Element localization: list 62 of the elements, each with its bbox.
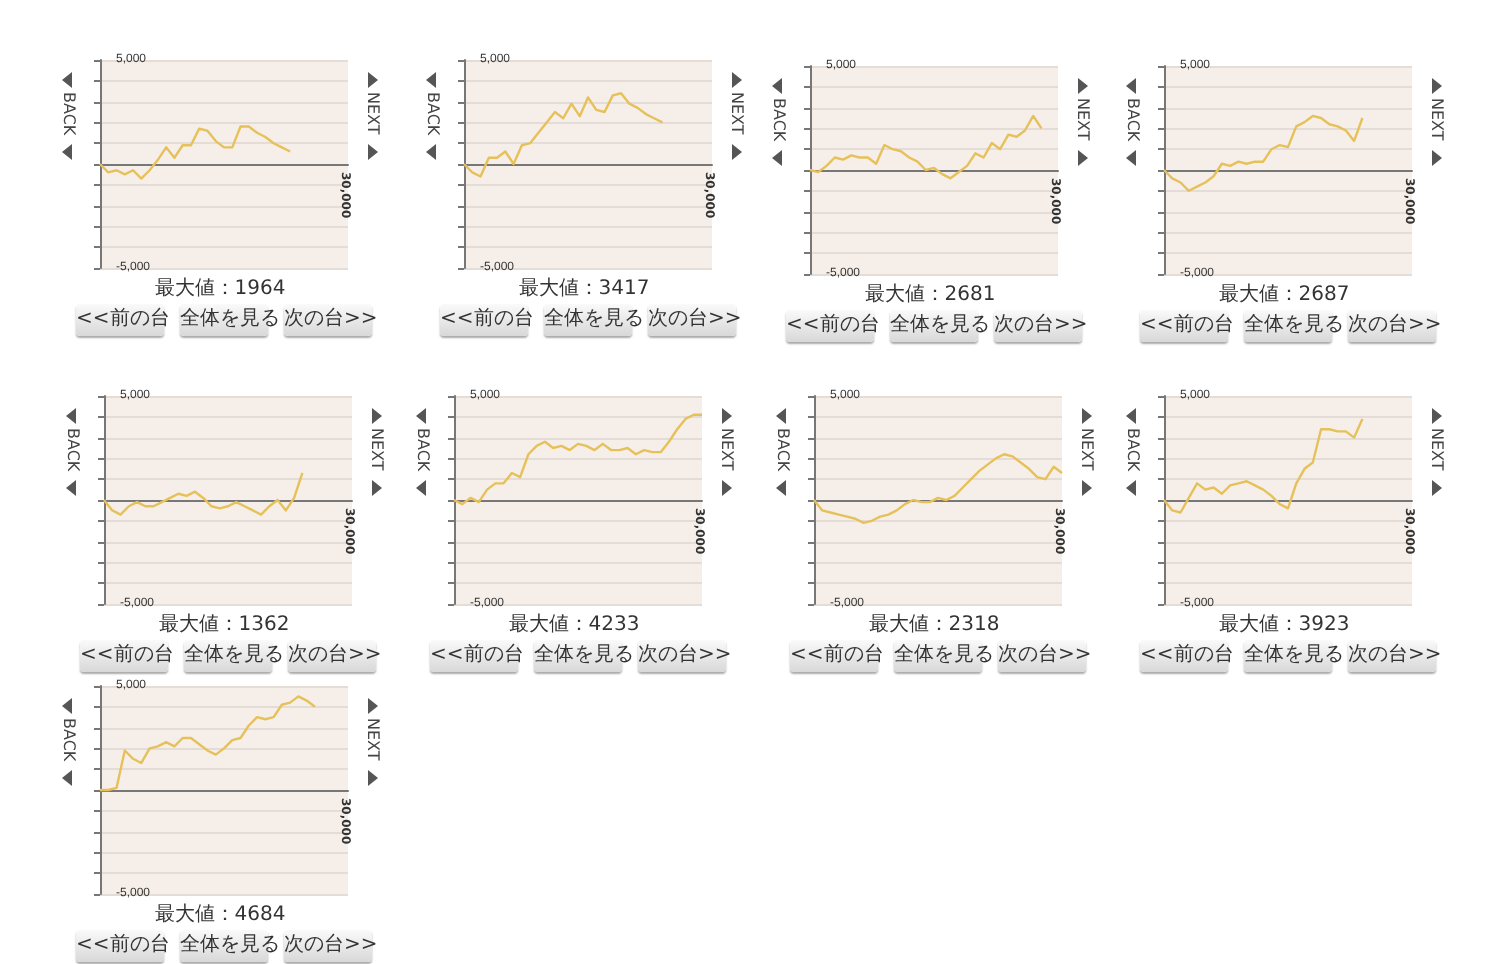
text: NEXT (364, 92, 382, 135)
text: <<前の台 (80, 640, 174, 672)
text: 全体を見る (184, 642, 284, 670)
line-series (808, 114, 1043, 180)
text: <<前の台 (76, 930, 170, 962)
text: BACK (770, 98, 788, 142)
text: NEXT (1078, 428, 1096, 471)
text: 全体を見る (544, 306, 644, 334)
text: <<前の台 (1140, 640, 1234, 672)
text: <<前の台 (430, 640, 524, 672)
text: 最大値：4684 (152, 901, 288, 928)
text: 最大値：4233 (506, 611, 642, 638)
text: NEXT (368, 428, 386, 471)
text: 次の台>> (638, 640, 732, 672)
line-series (98, 125, 292, 180)
text: 次の台>> (1348, 310, 1442, 342)
text: 次の台>> (288, 640, 382, 672)
text: 次の台>> (284, 930, 378, 962)
line-series (452, 413, 704, 506)
text: 次の台>> (1348, 640, 1442, 672)
text: 全体を見る (180, 932, 280, 960)
text: NEXT (1074, 98, 1092, 141)
line-series (98, 695, 317, 792)
text: 全体を見る (534, 642, 634, 670)
line-series (462, 92, 664, 178)
text: 全体を見る (180, 306, 280, 334)
text: 最大値：2318 (866, 611, 1002, 638)
text: NEXT (718, 428, 736, 471)
text: BACK (1124, 428, 1142, 472)
text: 最大値：3923 (1216, 611, 1352, 638)
text: 最大値：2681 (862, 281, 998, 308)
text: 全体を見る (1244, 642, 1344, 670)
text: <<前の台 (76, 304, 170, 336)
text: NEXT (728, 92, 746, 135)
text: NEXT (364, 718, 382, 761)
text: 次の台>> (994, 310, 1088, 342)
text: 最大値：2687 (1216, 281, 1352, 308)
text: 最大値：1362 (156, 611, 292, 638)
text: BACK (60, 718, 78, 762)
text: BACK (414, 428, 432, 472)
text: NEXT (1428, 428, 1446, 471)
text: 次の台>> (648, 304, 742, 336)
text: 全体を見る (890, 312, 990, 340)
text: 最大値：1964 (152, 275, 288, 302)
text: BACK (60, 92, 78, 136)
text: NEXT (1428, 98, 1446, 141)
text: 次の台>> (998, 640, 1092, 672)
text: <<前の台 (790, 640, 884, 672)
text: BACK (64, 428, 82, 472)
text: BACK (774, 428, 792, 472)
text: <<前の台 (1140, 310, 1234, 342)
text: 全体を見る (894, 642, 994, 670)
text: BACK (1124, 98, 1142, 142)
line-series (1162, 114, 1364, 192)
text: <<前の台 (786, 310, 880, 342)
line-series (1162, 417, 1364, 514)
text: 全体を見る (1244, 312, 1344, 340)
text: 次の台>> (284, 304, 378, 336)
text: <<前の台 (440, 304, 534, 336)
line-series (102, 471, 304, 516)
text: BACK (424, 92, 442, 136)
text: 最大値：3417 (516, 275, 652, 302)
